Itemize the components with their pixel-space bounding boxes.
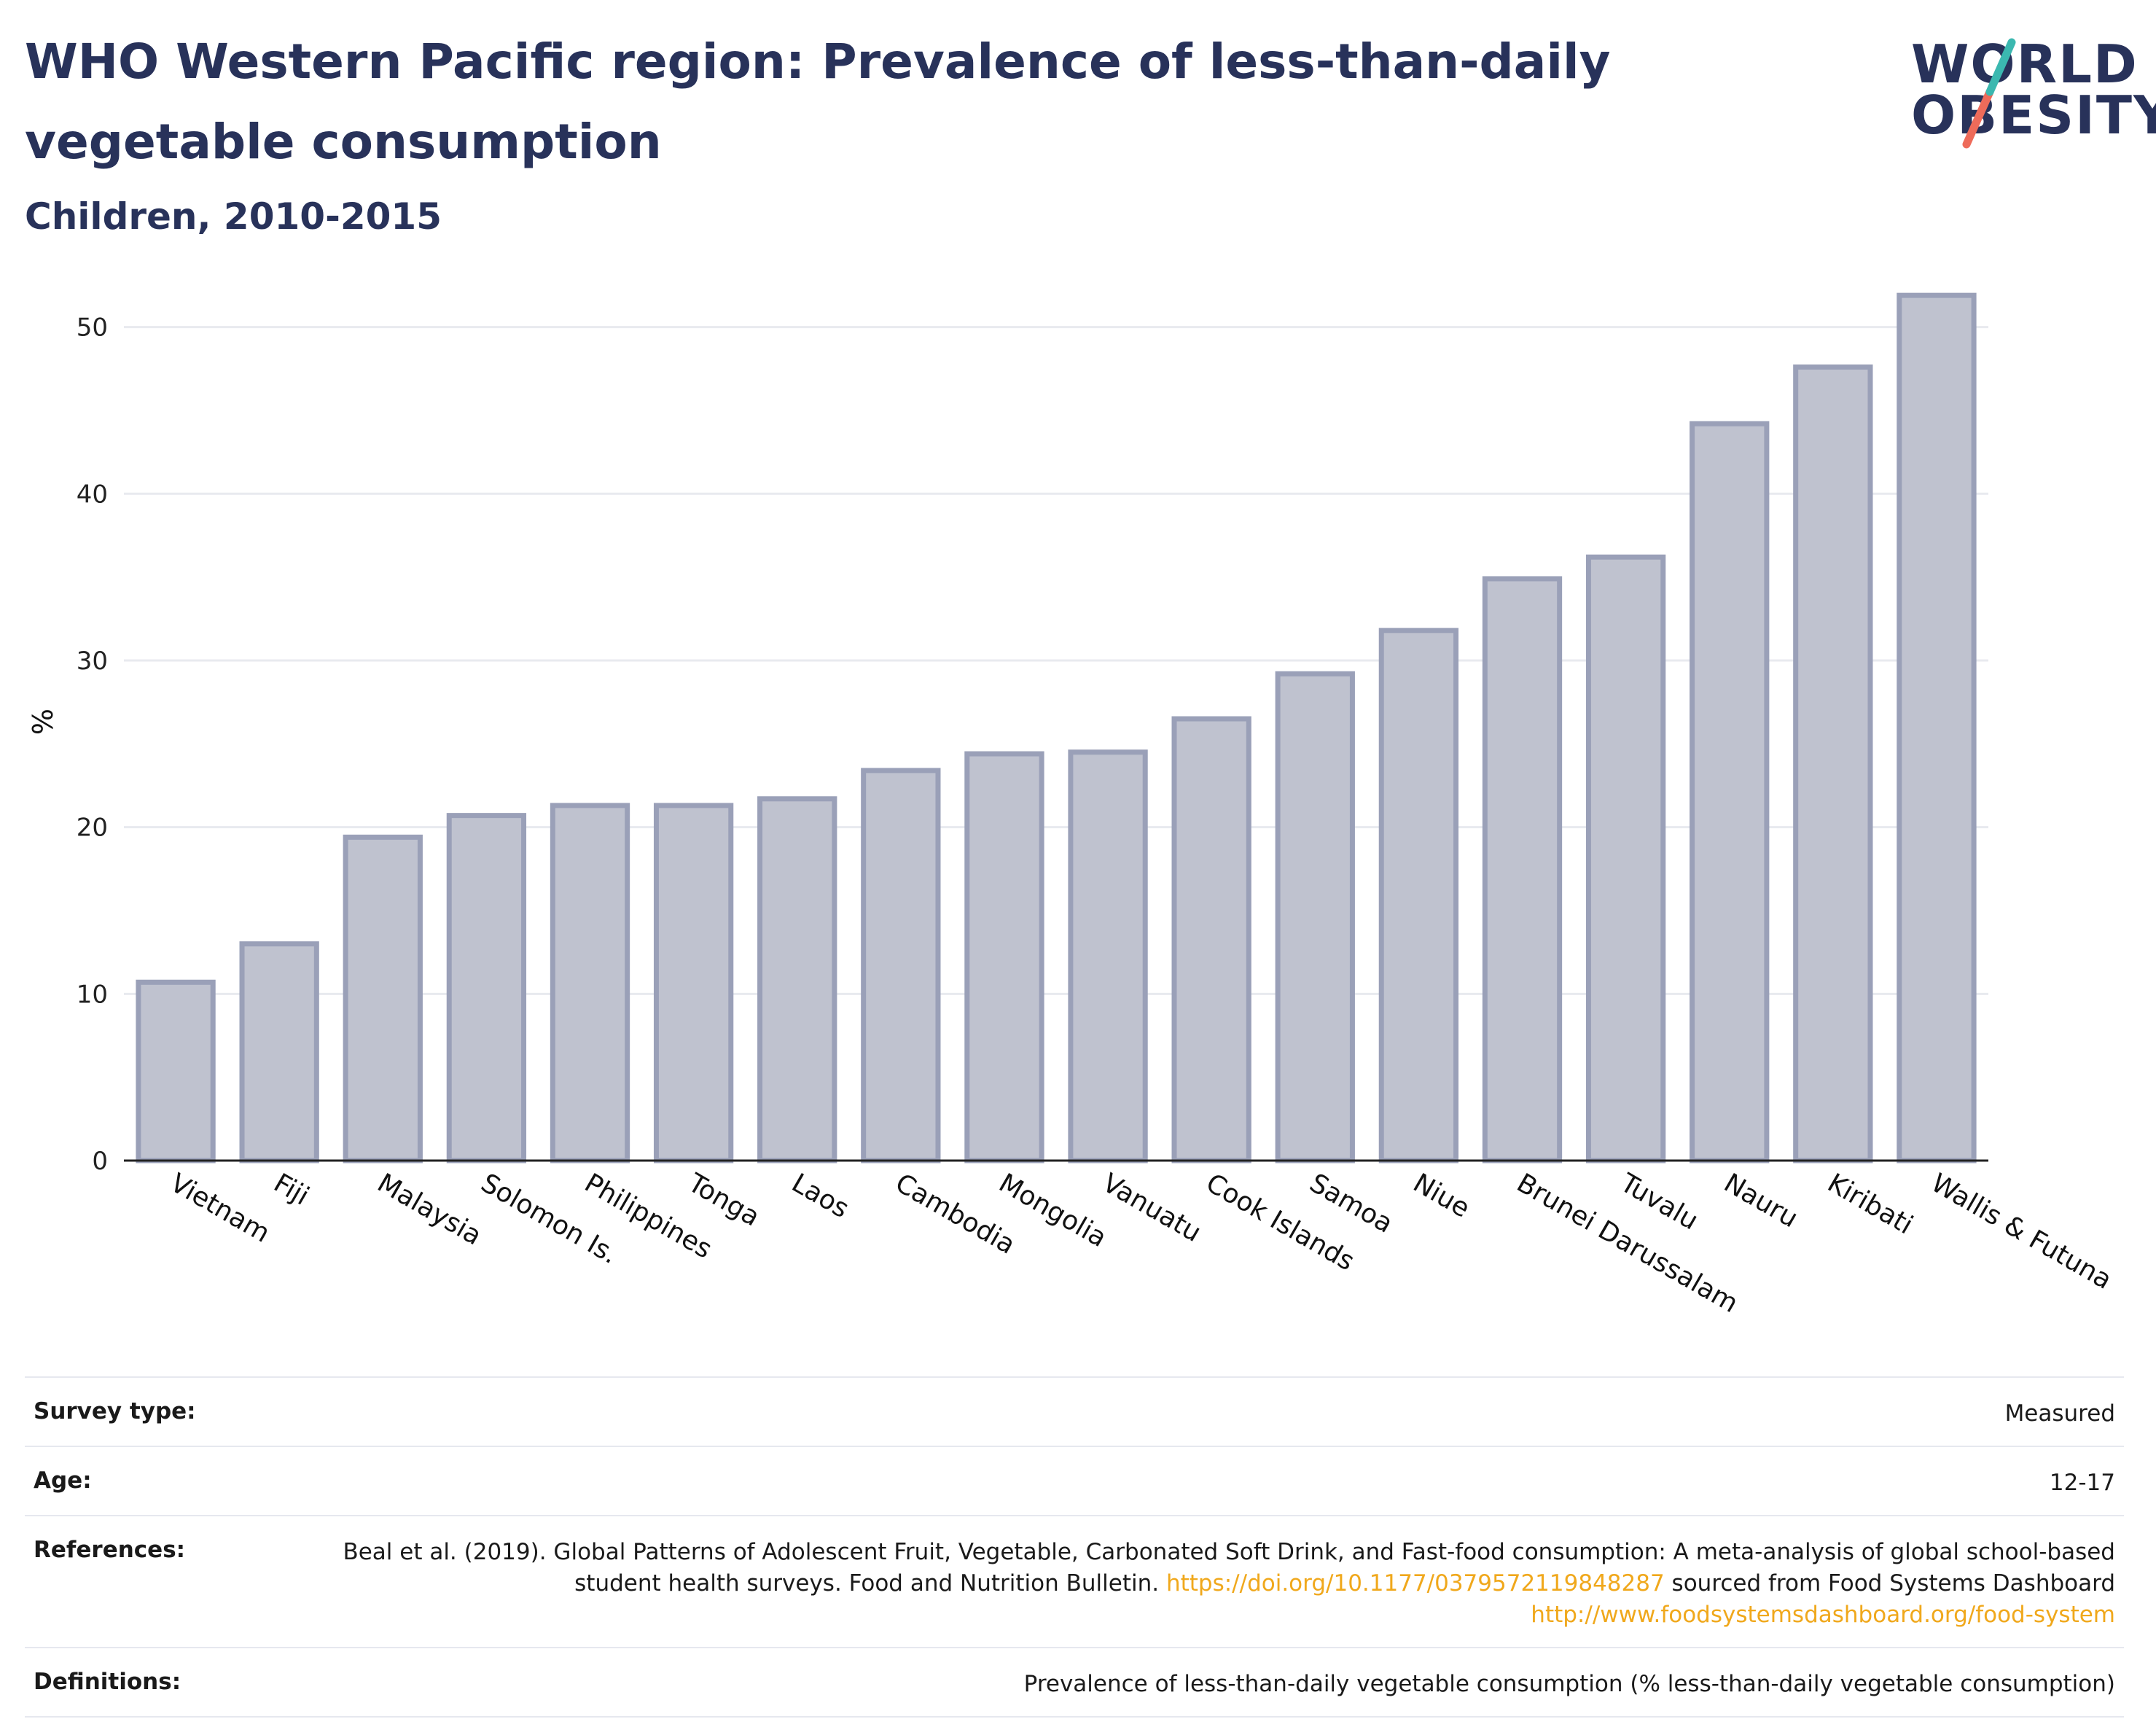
x-tick-label: Niue <box>1408 1168 1475 1223</box>
bar <box>550 803 630 1163</box>
x-tick-label: Kiribati <box>1822 1168 1918 1240</box>
x-tick-label: Laos <box>786 1168 854 1224</box>
metadata-table: Survey type: Measured Age: 12-17 Referen… <box>25 1376 2124 1718</box>
references-value: Beal et al. (2019). Global Patterns of A… <box>308 1537 2115 1631</box>
grid-lines <box>124 326 1988 995</box>
bar <box>136 979 216 1163</box>
bar <box>1068 749 1148 1163</box>
bar <box>1897 292 1977 1163</box>
y-tick-label: 50 <box>77 313 108 343</box>
references-text-2: sourced from Food Systems Dashboard <box>1664 1570 2115 1597</box>
chart-title: WHO Western Pacific region: Prevalence o… <box>25 34 1611 170</box>
age-value: 12-17 <box>2049 1470 2115 1496</box>
bar <box>446 813 527 1163</box>
x-tick-label: Nauru <box>1719 1168 1802 1233</box>
x-tick-label: Fiji <box>269 1168 314 1212</box>
definitions-value: Prevalence of less-than-daily vegetable … <box>1023 1671 2115 1697</box>
y-tick-label: 30 <box>77 647 108 676</box>
logo-word-obesity: OBESITY <box>1911 85 2156 146</box>
references-text-1: Beal et al. (2019). Global Patterns of A… <box>343 1539 2115 1597</box>
y-tick-label: 40 <box>77 480 108 509</box>
survey-type-value: Measured <box>2004 1400 2115 1427</box>
bar <box>653 803 734 1163</box>
logo-slash-icon <box>1962 38 2016 149</box>
definitions-label: Definitions: <box>34 1669 181 1695</box>
bar <box>861 768 941 1163</box>
y-tick-label: 0 <box>92 1147 108 1176</box>
doi-link[interactable]: https://doi.org/10.1177/0379572119848287 <box>1165 1570 1665 1597</box>
y-axis-title: % <box>27 709 59 735</box>
bar <box>757 796 837 1163</box>
x-tick-label: Vanuatu <box>1098 1168 1206 1248</box>
references-row: References: Beal et al. (2019). Global P… <box>25 1515 2124 1647</box>
logo-word-world: WORLD <box>1911 34 2139 95</box>
food-systems-link[interactable]: http://www.foodsystemsdashboard.org/food… <box>1531 1602 2115 1628</box>
bar <box>1482 576 1563 1163</box>
age-label: Age: <box>34 1467 92 1494</box>
bar <box>239 941 319 1163</box>
definitions-row: Definitions: Prevalence of less-than-dai… <box>25 1647 2124 1718</box>
bar <box>1585 554 1666 1163</box>
bars <box>136 292 1977 1163</box>
references-label: References: <box>34 1537 186 1563</box>
bar <box>1690 421 1770 1163</box>
chart-subtitle: Children, 2010-2015 <box>25 195 442 238</box>
bar <box>343 834 423 1163</box>
survey-type-label: Survey type: <box>34 1398 196 1424</box>
bar <box>1275 671 1355 1163</box>
x-tick-label: Malaysia <box>372 1168 487 1251</box>
y-tick-label: 20 <box>77 814 108 843</box>
bar <box>1793 364 1873 1163</box>
survey-type-row: Survey type: Measured <box>25 1376 2124 1446</box>
bar <box>1171 716 1251 1163</box>
bar <box>964 751 1044 1163</box>
world-obesity-logo: WORLD OBESITY <box>1895 22 2156 153</box>
x-tick-label: Tonga <box>682 1168 765 1233</box>
x-tick-label: Wallis & Futuna <box>1926 1168 2117 1295</box>
age-row: Age: 12-17 <box>25 1446 2124 1515</box>
x-tick-label: Vietnam <box>165 1168 275 1249</box>
bar <box>1378 628 1459 1163</box>
y-tick-label: 10 <box>77 980 108 1009</box>
